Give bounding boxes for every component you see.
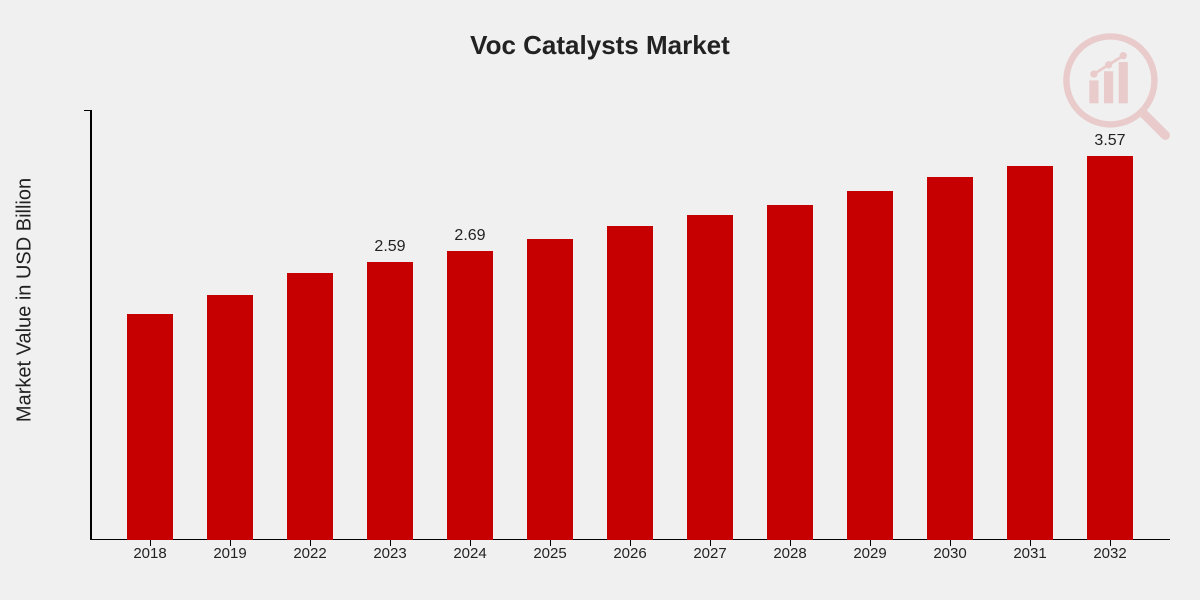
bar <box>607 226 653 540</box>
x-axis-label: 2025 <box>510 545 590 562</box>
bar <box>287 273 333 540</box>
bar-value-label: 2.59 <box>374 238 405 256</box>
x-axis-label: 2019 <box>190 545 270 562</box>
bar-slot <box>670 110 750 540</box>
bar-value-label: 2.69 <box>454 227 485 245</box>
bar <box>767 205 813 540</box>
bar-slot <box>990 110 1070 540</box>
bar-slot: 3.57 <box>1070 110 1150 540</box>
bar <box>687 215 733 540</box>
bar <box>1007 166 1053 540</box>
x-axis-label: 2031 <box>990 545 1070 562</box>
bar <box>927 177 973 540</box>
bar <box>367 262 413 540</box>
bar-slot: 2.69 <box>430 110 510 540</box>
x-axis-label: 2028 <box>750 545 830 562</box>
x-axis-label: 2030 <box>910 545 990 562</box>
x-axis-label: 2032 <box>1070 545 1150 562</box>
bars-container: 2.59 2.69 3.57 <box>90 110 1170 540</box>
bar <box>847 191 893 540</box>
y-axis-label: Market Value in USD Billion <box>14 178 37 422</box>
bar <box>527 239 573 540</box>
x-axis-label: 2024 <box>430 545 510 562</box>
bar-slot <box>590 110 670 540</box>
x-axis-label: 2018 <box>110 545 190 562</box>
bar-slot <box>110 110 190 540</box>
bar-slot <box>190 110 270 540</box>
bar-slot <box>510 110 590 540</box>
bar-slot <box>830 110 910 540</box>
x-axis-label: 2029 <box>830 545 910 562</box>
bar <box>447 251 493 540</box>
bar-slot <box>910 110 990 540</box>
bar <box>127 314 173 540</box>
x-axis-label: 2022 <box>270 545 350 562</box>
chart-plot-area: 2.59 2.69 3.57 <box>90 110 1170 540</box>
bar-slot <box>750 110 830 540</box>
x-axis-label: 2023 <box>350 545 430 562</box>
bar <box>1087 156 1133 540</box>
bar <box>207 295 253 540</box>
bar-value-label: 3.57 <box>1094 132 1125 150</box>
bar-slot <box>270 110 350 540</box>
bar-slot: 2.59 <box>350 110 430 540</box>
x-axis-labels: 2018201920222023202420252026202720282029… <box>90 545 1170 562</box>
x-axis-label: 2027 <box>670 545 750 562</box>
chart-title: Voc Catalysts Market <box>0 0 1200 71</box>
x-axis-label: 2026 <box>590 545 670 562</box>
